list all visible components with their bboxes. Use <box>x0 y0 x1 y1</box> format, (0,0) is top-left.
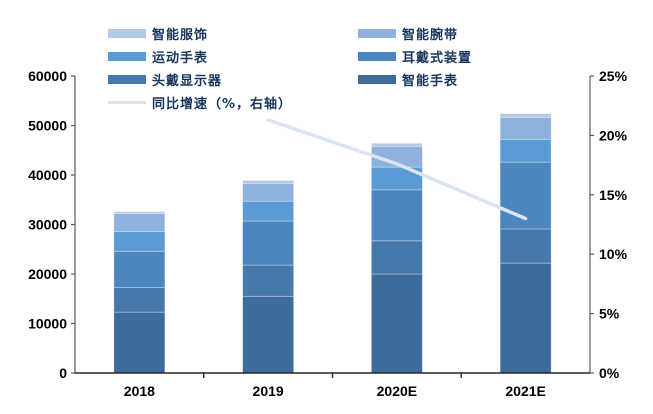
legend-item-ear-worn-device: 耳戴式装置 <box>358 45 472 68</box>
right-axis-tick-label: 25% <box>599 68 628 84</box>
right-axis-tick-label: 5% <box>599 306 620 322</box>
right-axis-tick-label: 0% <box>599 365 620 381</box>
legend-label-yoy-growth: 同比增速（%，右轴） <box>152 97 293 112</box>
bar-segment-智能手表-2018 <box>113 311 166 374</box>
left-axis-tick-label: 20000 <box>28 266 67 282</box>
bar-segment-智能服饰-2018 <box>113 211 166 215</box>
legend-item-yoy-growth: 同比增速（%，右轴） <box>108 91 292 114</box>
right-axis-tick-label: 15% <box>599 187 628 203</box>
legend-label-ear-worn-device: 耳戴式装置 <box>402 51 473 66</box>
legend-label-smart-clothing: 智能服饰 <box>152 28 209 43</box>
x-axis-category-label: 2020E <box>377 383 417 399</box>
bar-segment-智能腕带-2018 <box>113 213 166 232</box>
bar-segment-智能服饰-2021E <box>499 113 552 118</box>
bar-segment-运动手表-2020E <box>370 166 423 191</box>
legend-label-head-mounted-display: 头戴显示器 <box>152 74 223 89</box>
left-axis-tick-label: 10000 <box>28 316 67 332</box>
bar-segment-运动手表-2019 <box>242 200 295 222</box>
left-axis-tick-label: 0 <box>59 365 67 381</box>
legend-swatch-smart-watch <box>358 75 396 84</box>
bar-segment-智能腕带-2019 <box>242 183 295 202</box>
legend-swatch-smart-wristband <box>358 29 396 38</box>
legend-item-smart-clothing: 智能服饰 <box>108 22 292 45</box>
left-axis-tick-label: 60000 <box>28 68 67 84</box>
legend-swatch-sport-watch <box>108 52 146 61</box>
bar-segment-智能手表-2021E <box>499 262 552 374</box>
bar-segment-头戴显示器-2019 <box>242 264 295 297</box>
bar-segment-智能手表-2020E <box>370 273 423 374</box>
bar-segment-智能手表-2019 <box>242 295 295 374</box>
x-axis-category-label: 2019 <box>253 383 284 399</box>
bar-segment-耳戴式装置-2019 <box>242 220 295 266</box>
legend-column-1: 智能服饰 运动手表 头戴显示器 同比增速（%，右轴） <box>108 22 292 114</box>
legend-column-2: 智能腕带 耳戴式装置 智能手表 <box>358 22 472 91</box>
x-axis-category-label: 2021E <box>505 383 545 399</box>
legend-item-sport-watch: 运动手表 <box>108 45 292 68</box>
bar-segment-头戴显示器-2021E <box>499 228 552 264</box>
bar-segment-智能服饰-2019 <box>242 180 295 184</box>
legend-label-smart-wristband: 智能腕带 <box>402 28 459 43</box>
legend-swatch-ear-worn-device <box>358 52 396 61</box>
right-axis-tick-label: 10% <box>599 246 628 262</box>
left-axis-tick-label: 50000 <box>28 118 67 134</box>
bar-segment-头戴显示器-2020E <box>370 240 423 275</box>
legend-item-head-mounted-display: 头戴显示器 <box>108 68 292 91</box>
left-axis-tick-label: 40000 <box>28 167 67 183</box>
bar-segment-运动手表-2018 <box>113 231 166 252</box>
legend-swatch-head-mounted-display <box>108 75 146 84</box>
legend-swatch-smart-clothing <box>108 29 146 38</box>
bar-segment-智能腕带-2021E <box>499 117 552 140</box>
left-axis-tick-label: 30000 <box>28 217 67 233</box>
x-axis-category-label: 2018 <box>124 383 155 399</box>
right-axis-tick-label: 20% <box>599 127 628 143</box>
bar-segment-运动手表-2021E <box>499 138 552 163</box>
bar-segment-耳戴式装置-2020E <box>370 189 423 242</box>
yoy-growth-line <box>266 118 528 221</box>
bar-segment-智能服饰-2020E <box>370 142 423 147</box>
legend-swatch-yoy-growth-line <box>108 101 146 104</box>
legend-item-smart-watch: 智能手表 <box>358 68 472 91</box>
bar-segment-头戴显示器-2018 <box>113 286 166 313</box>
bar-segment-耳戴式装置-2018 <box>113 250 166 288</box>
legend-label-smart-watch: 智能手表 <box>402 74 459 89</box>
legend-item-smart-wristband: 智能腕带 <box>358 22 472 45</box>
legend-label-sport-watch: 运动手表 <box>152 51 209 66</box>
